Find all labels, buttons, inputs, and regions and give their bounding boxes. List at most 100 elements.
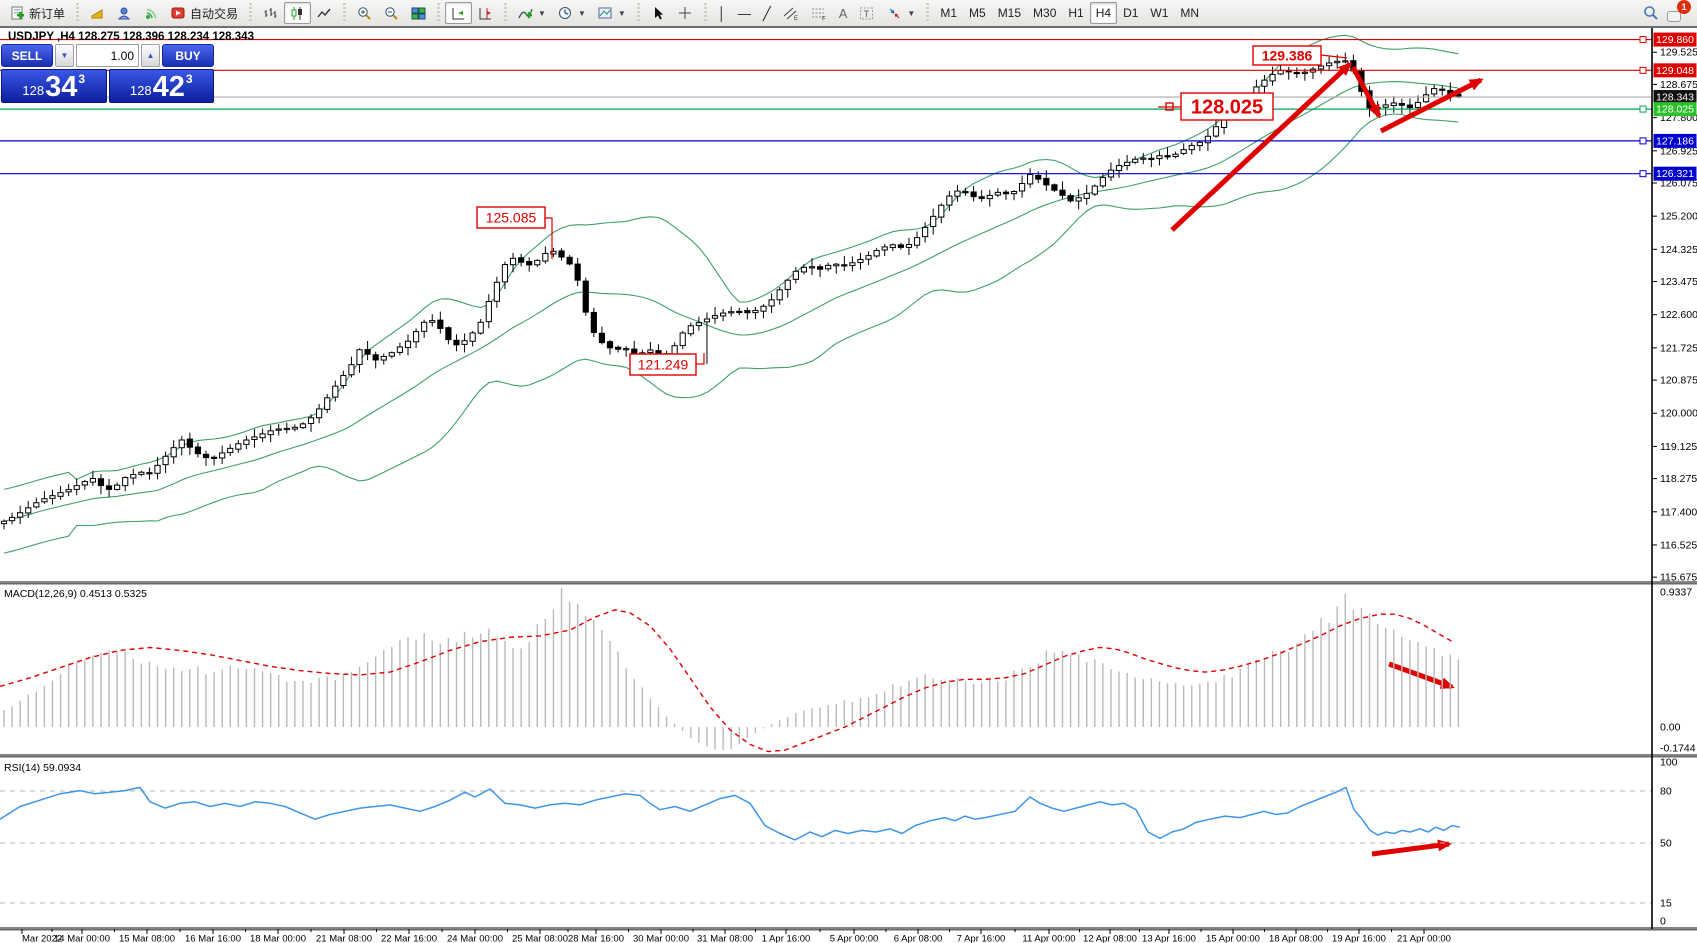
rsi-scale-label: 80 [1660, 786, 1672, 798]
timeframe-group: M1 M5 M15 M30 H1 H4 D1 W1 MN [934, 2, 1205, 24]
volume-input[interactable] [76, 44, 139, 67]
time-tick-label: 15 Mar 08:00 [119, 934, 175, 943]
notification-badge: 1 [1677, 0, 1691, 14]
zoom-in-button[interactable] [351, 2, 378, 24]
macd-scale-label: 0.00 [1660, 722, 1681, 734]
timeframe-h1[interactable]: H1 [1068, 6, 1084, 20]
price-level-badge [1653, 133, 1697, 148]
trend-arrow [1170, 61, 1353, 232]
price-tick-label: 129.525 [1660, 47, 1697, 59]
bar-chart-button[interactable] [257, 2, 284, 24]
time-tick-label: 18 Mar 00:00 [250, 934, 306, 943]
horn-button[interactable] [84, 2, 111, 24]
equidistant-channel-icon: E [783, 7, 798, 21]
sell-price-button[interactable]: 128 34 3 [1, 69, 107, 103]
timeframe-m5[interactable]: M5 [969, 6, 986, 20]
sell-button[interactable]: SELL [1, 44, 53, 67]
buy-price-button[interactable]: 128 42 3 [108, 69, 214, 103]
time-tick-label: 28 Mar 16:00 [568, 934, 624, 943]
time-tick-label: 18 Apr 08:00 [1269, 934, 1323, 943]
time-tick-label: 31 Mar 08:00 [697, 934, 753, 943]
buy-price-big-figure: 128 [129, 83, 152, 98]
timeframe-mn[interactable]: MN [1180, 6, 1200, 20]
time-tick-label: 1 Apr 16:00 [762, 934, 811, 943]
profile-button[interactable] [111, 2, 138, 24]
tile-windows-button[interactable] [405, 2, 432, 24]
search-icon[interactable] [1643, 5, 1659, 21]
zoom-out-button[interactable] [378, 2, 405, 24]
price-tick-label: 118.275 [1660, 473, 1697, 485]
sell-price-big-figure: 128 [22, 83, 45, 98]
timeframe-d1[interactable]: D1 [1123, 6, 1139, 20]
trend-arrow [1388, 661, 1455, 690]
rsi-scale-label: 0 [1660, 916, 1666, 928]
toolbar-separator [701, 3, 709, 23]
timeframe-m1[interactable]: M1 [940, 6, 958, 20]
time-tick-label: 21 Mar 08:00 [316, 934, 372, 943]
toolbar-separator [247, 3, 255, 23]
auto-scroll-button[interactable] [445, 2, 473, 24]
line-chart-icon [317, 8, 331, 17]
price-annotation-box [1252, 45, 1322, 66]
arrows-tool-button[interactable]: ▼ [881, 2, 921, 24]
line-chart-button[interactable] [311, 2, 338, 24]
price-tick-label: 115.675 [1660, 572, 1697, 584]
price-tick-label: 125.200 [1660, 211, 1697, 223]
timeframe-w1[interactable]: W1 [1150, 6, 1169, 20]
text-button[interactable]: A [833, 2, 854, 24]
timeframe-h4[interactable]: H4 [1089, 2, 1118, 24]
vertical-line-button[interactable]: │ [712, 2, 732, 24]
fibonacci-button[interactable]: F [805, 2, 833, 24]
timeframe-m30[interactable]: M30 [1033, 6, 1057, 20]
price-tick-label: 123.475 [1660, 276, 1697, 288]
indicators-button[interactable]: ▼ [512, 2, 552, 24]
price-tick-label: 116.525 [1660, 539, 1697, 551]
horizontal-line-button[interactable]: — [732, 2, 757, 24]
trend-arrow [1371, 839, 1452, 857]
chart-annotations[interactable]: 129.386 128.025 125.085 121.249 [476, 45, 1348, 376]
toolbar-separator [435, 3, 443, 23]
templates-button[interactable]: ▼ [592, 2, 632, 24]
text-icon: A [838, 5, 848, 21]
candlestick-chart-icon [291, 6, 303, 20]
trendline-button[interactable]: ╱ [757, 2, 777, 24]
equidistant-channel-button[interactable]: E [777, 2, 805, 24]
timeframe-m15[interactable]: M15 [997, 6, 1022, 20]
buy-price-pips: 42 [152, 71, 185, 103]
trend-arrows[interactable] [1170, 61, 1484, 857]
notification-button[interactable]: 1 [1667, 0, 1691, 22]
chevron-down-icon: ▼ [538, 8, 546, 18]
auto-trading-icon [171, 7, 185, 18]
macd-signal-line [0, 609, 1456, 753]
zoom-out-icon [385, 6, 398, 20]
price-level-badge-text: 128.025 [1656, 104, 1694, 116]
price-axis[interactable]: 129.525128.675127.800126.925126.075125.2… [1652, 32, 1697, 928]
template-icon [598, 7, 612, 18]
time-tick-label: 12 Apr 08:00 [1083, 934, 1137, 943]
signals-button[interactable] [138, 2, 165, 24]
periods-button[interactable]: ▼ [552, 2, 592, 24]
price-annotation-box [1180, 92, 1274, 121]
vertical-line-icon: │ [717, 5, 726, 21]
cursor-button[interactable] [645, 2, 672, 24]
buy-price-point: 3 [185, 72, 193, 86]
horn-icon [91, 8, 103, 18]
time-tick-label: 13 Apr 16:00 [1142, 934, 1196, 943]
text-label-button[interactable]: T [853, 2, 881, 24]
time-tick-label: 6 Apr 08:00 [894, 934, 943, 943]
tile-windows-icon [411, 7, 426, 19]
auto-trading-label: 自动交易 [190, 6, 239, 21]
volume-increase-button[interactable]: ▲ [141, 44, 160, 67]
chart-shift-button[interactable] [472, 2, 499, 24]
crosshair-button[interactable] [672, 2, 699, 24]
volume-decrease-button[interactable]: ▼ [55, 44, 74, 67]
profile-icon [117, 7, 131, 19]
candlestick-chart-button[interactable] [284, 2, 312, 24]
new-order-button[interactable]: 新订单 [4, 2, 71, 24]
sell-price-point: 3 [78, 72, 86, 86]
buy-button[interactable]: BUY [162, 44, 214, 67]
auto-trading-button[interactable]: 自动交易 [165, 2, 244, 24]
